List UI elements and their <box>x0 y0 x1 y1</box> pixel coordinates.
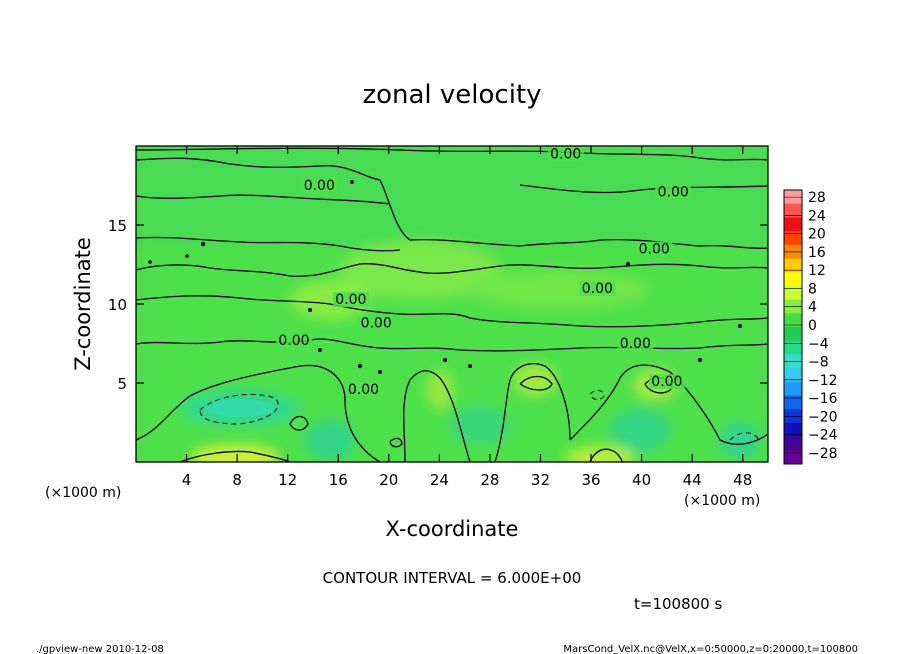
colorbar-segment <box>784 217 802 232</box>
field-cyan-core <box>206 399 274 417</box>
colorbar-frame <box>783 189 803 465</box>
field-light-patch-1 <box>340 240 500 300</box>
contour-label: 0.00 <box>639 241 670 257</box>
x-unit-label-left: (×1000 m) <box>45 485 121 501</box>
contour-label: 0.00 <box>304 178 335 194</box>
y-axis-title: Z-coordinate <box>71 237 95 371</box>
contour-label: 0.00 <box>550 147 581 163</box>
colorbar-label: −20 <box>808 409 838 425</box>
colorbar-label: −16 <box>808 391 838 407</box>
colorbar-segment <box>784 327 802 342</box>
colorbar-segment <box>784 450 802 465</box>
colorbar-segment <box>784 381 802 396</box>
contour-label: 0.00 <box>620 336 651 352</box>
colorbar-segment <box>784 395 802 410</box>
y-tick-label: 10 <box>108 296 127 314</box>
colorbar-label: 8 <box>808 281 817 297</box>
contour-label-bg <box>332 292 369 307</box>
colorbar-label: 12 <box>808 263 826 279</box>
x-tick-label: 32 <box>531 471 550 489</box>
colorbar-label: 28 <box>808 190 826 206</box>
contour-label: 0.00 <box>335 292 366 308</box>
contour-label: 0.00 <box>651 374 682 390</box>
field-warm-patch-5 <box>426 370 454 410</box>
colorbar-segment <box>784 231 802 246</box>
contour-label-bg <box>579 280 616 296</box>
x-tick-label: 48 <box>733 471 752 489</box>
field-warm-patch-3 <box>513 364 557 396</box>
x-tick-label: 24 <box>430 471 449 489</box>
contour-lines <box>136 147 768 462</box>
contour-label: 0.00 <box>582 281 613 297</box>
field-light-patch-3 <box>470 270 650 310</box>
colorbar-segment <box>784 422 802 438</box>
x-tick-label: 40 <box>632 471 651 489</box>
x-axis-title: X-coordinate <box>386 517 519 541</box>
colorbar-label: −24 <box>808 428 838 444</box>
colorbar-label: −28 <box>808 446 838 462</box>
field-cool-patch-4 <box>610 408 670 452</box>
colorbar-segment <box>784 285 802 301</box>
x-tick-label: 44 <box>683 471 702 489</box>
colorbar-segment <box>784 368 802 383</box>
colorbar-label: 20 <box>808 227 826 243</box>
x-tick-label: 16 <box>329 471 348 489</box>
negative-contours <box>199 389 761 443</box>
x-tick-label: 12 <box>278 471 297 489</box>
y-tick-label: 15 <box>108 217 127 235</box>
field-cool-patch-2 <box>305 420 355 460</box>
x-tick-label: 8 <box>232 471 242 489</box>
x-axis: 4 8 12 16 20 24 28 32 36 40 44 48 <box>182 146 752 489</box>
contour-label-bg <box>547 146 584 162</box>
field-warm-patch-1 <box>190 444 280 462</box>
x-unit-label-right: (×1000 m) <box>684 493 760 509</box>
colorbar: 28 24 20 16 12 8 4 0 −4 −8 −12 −16 −20 −24 −28 <box>783 189 838 465</box>
colorbar-label: 16 <box>808 245 826 261</box>
chart-title: zonal velocity <box>362 80 541 110</box>
plot-area: 0.00 0.00 0.00 0.00 0.00 0.00 0.00 0.00 0.00 0.00… <box>136 146 768 462</box>
colorbar-segment <box>784 203 802 218</box>
small-contour-islands <box>148 180 742 374</box>
contour-label-bg <box>617 336 654 352</box>
contour-label: 0.00 <box>361 316 392 332</box>
colorbar-segment <box>784 272 802 287</box>
colorbar-label: −12 <box>808 373 838 389</box>
footer-right-text: MarsCond_VelX.nc@VelX,x=0:50000,z=0:2000… <box>563 644 858 654</box>
contour-label-bg <box>276 333 312 349</box>
colorbar-label: −4 <box>808 336 829 352</box>
x-tick-label: 20 <box>379 471 398 489</box>
contour-label-bg <box>358 315 395 331</box>
y-tick-label: 5 <box>117 375 127 393</box>
field-cool-patch-3 <box>450 405 510 445</box>
contour-label-bg <box>648 374 685 390</box>
contour-label: 0.00 <box>658 185 689 201</box>
x-tick-label: 4 <box>182 471 192 489</box>
colorbar-segment <box>784 313 802 328</box>
colorbar-segment <box>784 258 802 273</box>
colorbar-label: −8 <box>808 355 829 371</box>
contour-label-bg <box>636 241 673 257</box>
field-warm-patch-2 <box>565 446 635 462</box>
colorbar-label: 4 <box>808 300 817 316</box>
contour-label-bg <box>345 382 382 398</box>
contour-labels: 0.00 0.00 0.00 0.00 0.00 0.00 0.00 0.00 0.00 0.00… <box>276 146 692 398</box>
contour-label: 0.00 <box>278 333 309 349</box>
contour-label-bg <box>301 178 338 194</box>
x-tick-label: 28 <box>480 471 499 489</box>
colorbar-segment <box>784 340 802 355</box>
colorbar-label: 0 <box>808 318 817 334</box>
contour-label: 0.00 <box>348 382 379 398</box>
contour-label-bg <box>655 184 692 200</box>
x-tick-label: 36 <box>581 471 600 489</box>
contour-interval-text: CONTOUR INTERVAL = 6.000E+00 <box>323 569 582 587</box>
footer-left-text: ./gpview-new 2010-12-08 <box>36 644 164 654</box>
colorbar-label: 24 <box>808 208 826 224</box>
colorbar-segment <box>784 436 802 451</box>
y-axis: 5 10 15 <box>108 217 768 393</box>
field-cool-patch-5 <box>720 422 760 458</box>
time-stamp-text: t=100800 s <box>634 595 722 613</box>
